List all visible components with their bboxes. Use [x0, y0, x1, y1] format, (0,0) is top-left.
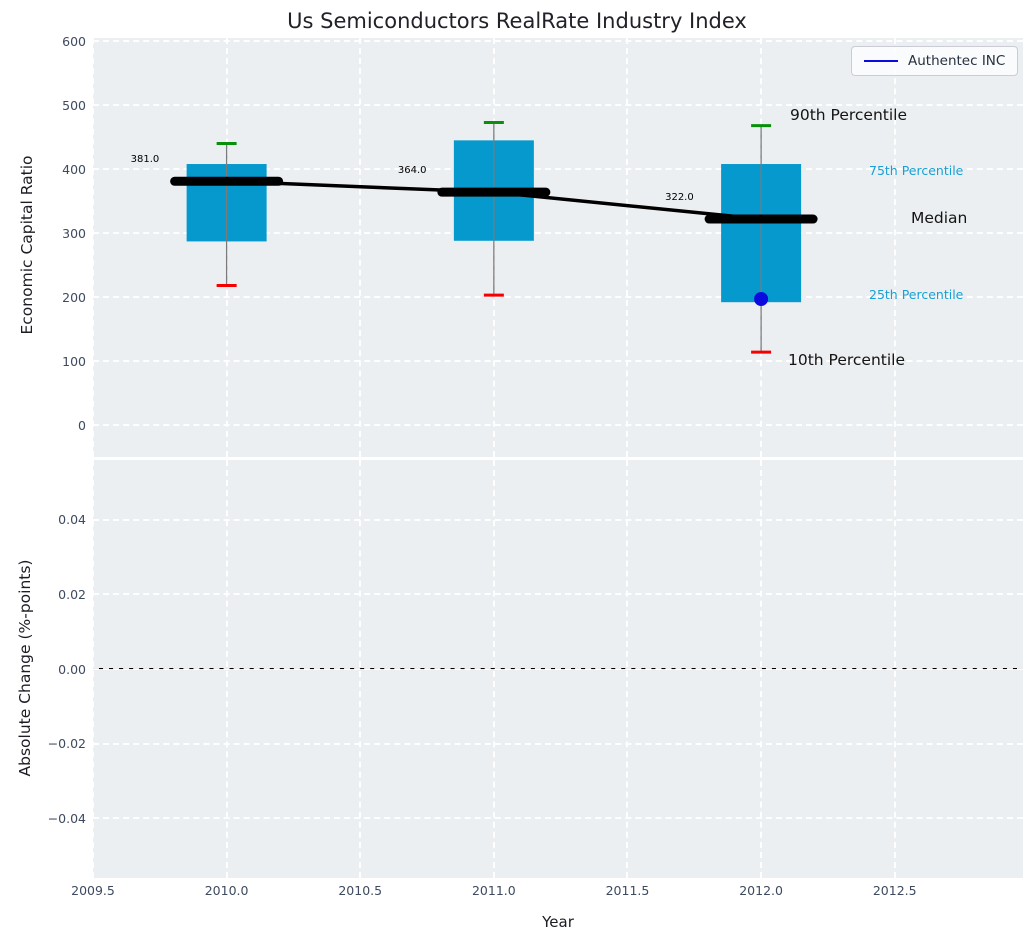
y-tick-label: 100 [0, 353, 86, 370]
gridline-v [626, 460, 628, 878]
y-tick-label: 200 [0, 289, 86, 306]
gridline-h [93, 668, 1023, 670]
x-tick-label: 2010.5 [325, 882, 395, 899]
annotation-90th-percentile: 90th Percentile [790, 106, 907, 124]
y-tick-label: −0.04 [0, 810, 86, 827]
legend-line-swatch [864, 60, 898, 62]
median-value-label: 322.0 [665, 192, 755, 203]
annotation-10th-percentile: 10th Percentile [788, 351, 905, 369]
gridline-h [93, 743, 1023, 745]
y-axis-label-top: Economic Capital Ratio [18, 155, 36, 334]
gridline-v [493, 460, 495, 878]
legend-label: Authentec INC [908, 53, 1005, 69]
gridline-v [760, 460, 762, 878]
y-tick-label: 0 [0, 417, 86, 434]
x-tick-label: 2012.5 [860, 882, 930, 899]
bottom-plot-area [93, 460, 1023, 878]
median-value-label: 381.0 [131, 154, 221, 165]
gridline-h [93, 593, 1023, 595]
y-tick-label: 0.02 [0, 586, 86, 603]
gridline-h [93, 817, 1023, 819]
x-tick-label: 2011.0 [459, 882, 529, 899]
y-tick-label: 600 [0, 33, 86, 50]
gridline-h [93, 519, 1023, 521]
y-tick-label: 0.00 [0, 661, 86, 678]
company-data-point [754, 292, 768, 306]
gridline-v [92, 460, 94, 878]
gridline-v [359, 460, 361, 878]
y-tick-label: −0.02 [0, 735, 86, 752]
x-tick-label: 2009.5 [58, 882, 128, 899]
figure: Us Semiconductors RealRate Industry Inde… [0, 0, 1034, 942]
y-tick-label: 400 [0, 161, 86, 178]
boxplot-canvas [93, 38, 1023, 457]
gridline-v [226, 460, 228, 878]
x-axis-label: Year [542, 913, 574, 931]
y-tick-label: 0.04 [0, 511, 86, 528]
annotation-75th-percentile: 75th Percentile [869, 163, 963, 178]
gridline-v [894, 460, 896, 878]
x-tick-label: 2012.0 [726, 882, 796, 899]
annotation-median: Median [911, 209, 967, 227]
y-tick-label: 500 [0, 97, 86, 114]
x-tick-label: 2011.5 [592, 882, 662, 899]
annotation-25th-percentile: 25th Percentile [869, 287, 963, 302]
y-tick-label: 300 [0, 225, 86, 242]
x-tick-label: 2010.0 [192, 882, 262, 899]
legend: Authentec INC [851, 46, 1018, 76]
top-plot-area [93, 38, 1023, 457]
median-value-label: 364.0 [398, 165, 488, 176]
chart-title: Us Semiconductors RealRate Industry Inde… [287, 9, 747, 33]
